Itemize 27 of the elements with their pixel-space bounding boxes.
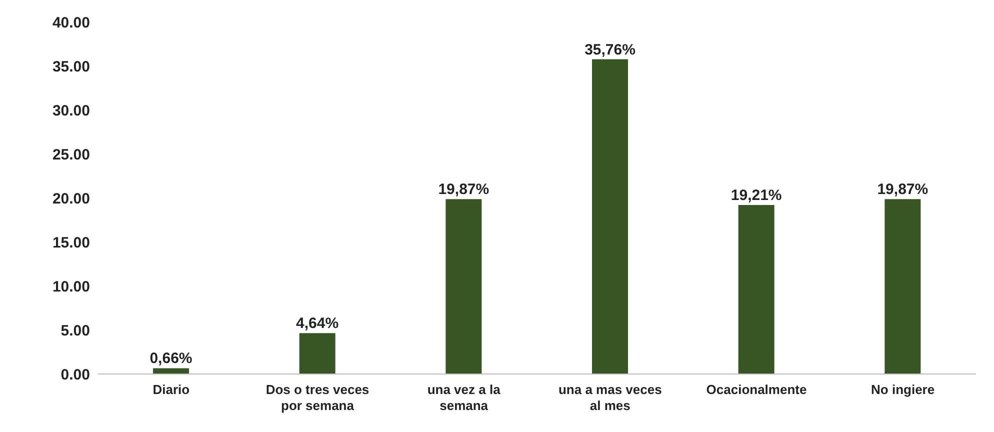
y-tick-label: 0.00 xyxy=(60,366,90,384)
y-tick-label: 10.00 xyxy=(52,278,90,296)
x-tick-label: No ingiere xyxy=(871,382,935,397)
x-tick-label: Diario xyxy=(152,382,190,397)
y-tick-label: 20.00 xyxy=(52,190,90,208)
bar xyxy=(299,333,336,374)
x-tick-label: una a mas veces al mes xyxy=(558,382,662,413)
bar xyxy=(738,204,774,374)
data-label: 19,21% xyxy=(730,186,782,204)
y-tick-label: 35.00 xyxy=(52,58,90,76)
x-tick-label: Ocacionalmente xyxy=(706,382,807,397)
x-tick-label: una vez a la semana xyxy=(427,382,502,413)
bar xyxy=(884,199,921,374)
data-label: 0,66% xyxy=(150,350,192,368)
y-tick-label: 5.00 xyxy=(60,322,90,340)
data-label: 4,64% xyxy=(296,315,339,332)
x-tick-label: Dos o tres veces por semana xyxy=(266,382,370,413)
bar xyxy=(153,368,189,374)
y-tick-label: 30.00 xyxy=(52,102,90,120)
data-label: 35,76% xyxy=(584,41,636,58)
y-tick-label: 25.00 xyxy=(52,146,90,164)
data-label: 19,87% xyxy=(877,181,928,198)
bar xyxy=(446,199,482,374)
bar xyxy=(592,59,628,374)
y-tick-label: 40.00 xyxy=(52,14,90,32)
y-tick-label: 15.00 xyxy=(52,234,90,252)
data-label: 19,87% xyxy=(438,181,490,198)
